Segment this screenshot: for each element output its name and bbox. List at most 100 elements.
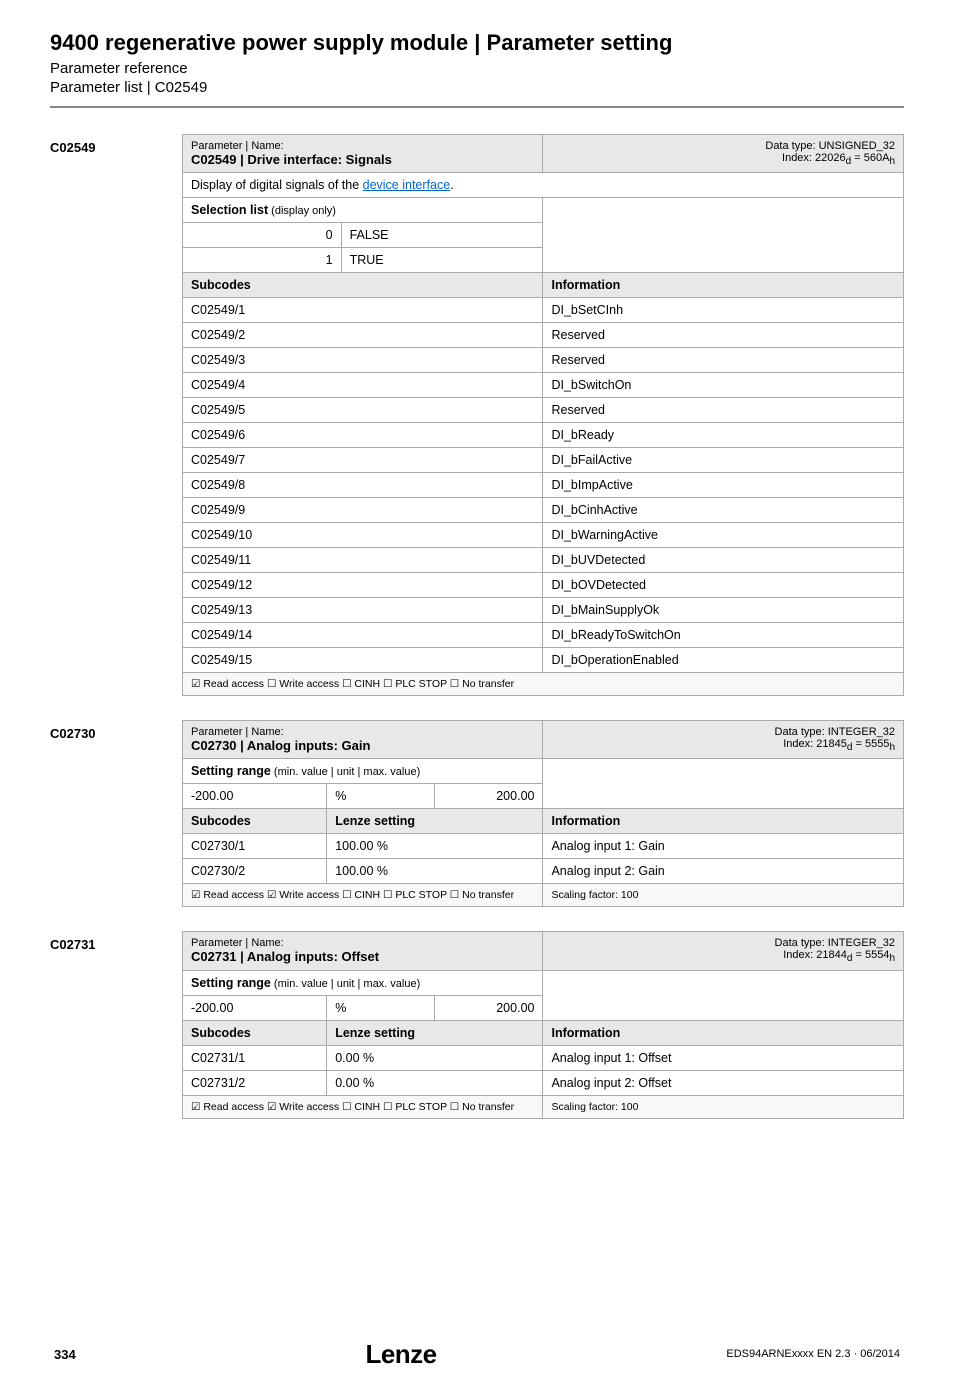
selection-value: FALSE — [341, 223, 543, 248]
info: DI_bUVDetected — [543, 548, 904, 573]
param-datatype: Data type: INTEGER_32 — [551, 726, 895, 738]
blank-cell — [543, 970, 904, 1020]
range-max: 200.00 — [435, 995, 543, 1020]
param-body: Parameter | Name: C02731 | Analog inputs… — [182, 931, 904, 1118]
range-max: 200.00 — [435, 784, 543, 809]
subcode: C02730/2 — [183, 859, 327, 884]
param-index: Index: 21844d = 5554h — [551, 949, 895, 964]
parameter-block-c02549: C02549 Parameter | Name: C02549 | Drive … — [50, 134, 904, 696]
access-flags: ☑ Read access ☐ Write access ☐ CINH ☐ PL… — [183, 673, 904, 696]
info: DI_bSwitchOn — [543, 373, 904, 398]
table-row: C02549/13DI_bMainSupplyOk — [183, 598, 904, 623]
info: Reserved — [543, 348, 904, 373]
page-subtitle-2: Parameter list | C02549 — [50, 79, 904, 96]
param-title-cell: Parameter | Name: C02730 | Analog inputs… — [183, 721, 543, 759]
info: DI_bCinhActive — [543, 498, 904, 523]
selection-key: 1 — [183, 248, 342, 273]
page-title: 9400 regenerative power supply module | … — [50, 30, 904, 56]
information-header: Information — [543, 809, 904, 834]
subcode: C02549/2 — [183, 323, 543, 348]
lenze-setting-header: Lenze setting — [327, 1020, 543, 1045]
table-row: C02549/15DI_bOperationEnabled — [183, 648, 904, 673]
info: DI_bFailActive — [543, 448, 904, 473]
param-id: C02731 — [50, 937, 96, 952]
access-flags: ☑ Read access ☑ Write access ☐ CINH ☐ PL… — [183, 1095, 543, 1118]
info: DI_bMainSupplyOk — [543, 598, 904, 623]
table-row: C02549/4DI_bSwitchOn — [183, 373, 904, 398]
information-header: Information — [543, 273, 904, 298]
lenze-setting: 100.00 % — [327, 859, 543, 884]
param-table-c02731: Parameter | Name: C02731 | Analog inputs… — [182, 931, 904, 1118]
param-description: Display of digital signals of the device… — [183, 173, 904, 198]
page-subtitle-1: Parameter reference — [50, 60, 904, 77]
subcode: C02549/13 — [183, 598, 543, 623]
param-meta-cell: Data type: UNSIGNED_32 Index: 22026d = 5… — [543, 135, 904, 173]
param-title-label: Parameter | Name: — [191, 726, 534, 738]
parameter-block-c02731: C02731 Parameter | Name: C02731 | Analog… — [50, 931, 904, 1118]
range-unit: % — [327, 784, 435, 809]
info: DI_bOperationEnabled — [543, 648, 904, 673]
selection-key: 0 — [183, 223, 342, 248]
device-interface-link[interactable]: device interface — [363, 178, 451, 192]
table-row: C02549/11DI_bUVDetected — [183, 548, 904, 573]
selection-value: TRUE — [341, 248, 543, 273]
info: Analog input 1: Gain — [543, 834, 904, 859]
lenze-setting: 0.00 % — [327, 1045, 543, 1070]
subcodes-header: Subcodes — [183, 809, 327, 834]
lenze-logo: Lenze — [365, 1339, 436, 1370]
selection-list-header: Selection list (display only) — [183, 198, 543, 223]
page-footer: 334 Lenze EDS94ARNExxxx EN 2.3 · 06/2014 — [50, 1339, 904, 1370]
blank-cell — [543, 198, 904, 273]
param-title-name: C02731 | Analog inputs: Offset — [191, 949, 534, 964]
subcode: C02730/1 — [183, 834, 327, 859]
param-id-column: C02549 — [50, 134, 182, 696]
subcode: C02731/1 — [183, 1045, 327, 1070]
subcode: C02549/15 — [183, 648, 543, 673]
subcode: C02549/14 — [183, 623, 543, 648]
scaling-factor: Scaling factor: 100 — [543, 1095, 904, 1118]
table-row: C02549/1DI_bSetCInh — [183, 298, 904, 323]
table-row: C02549/2Reserved — [183, 323, 904, 348]
param-index: Index: 21845d = 5555h — [551, 738, 895, 753]
param-datatype: Data type: INTEGER_32 — [551, 937, 895, 949]
param-body: Parameter | Name: C02730 | Analog inputs… — [182, 720, 904, 907]
table-row: C02731/20.00 %Analog input 2: Offset — [183, 1070, 904, 1095]
table-row: C02731/10.00 %Analog input 1: Offset — [183, 1045, 904, 1070]
table-row: C02730/1100.00 %Analog input 1: Gain — [183, 834, 904, 859]
info: Reserved — [543, 323, 904, 348]
table-row: C02549/10DI_bWarningActive — [183, 523, 904, 548]
param-table-c02549: Parameter | Name: C02549 | Drive interfa… — [182, 134, 904, 696]
info: Analog input 2: Offset — [543, 1070, 904, 1095]
param-body: Parameter | Name: C02549 | Drive interfa… — [182, 134, 904, 696]
subcode: C02549/8 — [183, 473, 543, 498]
info: Analog input 2: Gain — [543, 859, 904, 884]
setting-range-header: Setting range (min. value | unit | max. … — [183, 970, 543, 995]
info: Reserved — [543, 398, 904, 423]
subcode: C02731/2 — [183, 1070, 327, 1095]
range-unit: % — [327, 995, 435, 1020]
parameter-block-c02730: C02730 Parameter | Name: C02730 | Analog… — [50, 720, 904, 907]
param-id-column: C02730 — [50, 720, 182, 907]
subcode: C02549/5 — [183, 398, 543, 423]
table-row: C02549/12DI_bOVDetected — [183, 573, 904, 598]
table-row: C02549/7DI_bFailActive — [183, 448, 904, 473]
info: DI_bSetCInh — [543, 298, 904, 323]
table-row: C02549/8DI_bImpActive — [183, 473, 904, 498]
param-id: C02549 — [50, 140, 96, 155]
param-datatype: Data type: UNSIGNED_32 — [551, 140, 895, 152]
param-id-column: C02731 — [50, 931, 182, 1118]
info: Analog input 1: Offset — [543, 1045, 904, 1070]
param-title-label: Parameter | Name: — [191, 140, 534, 152]
info: DI_bWarningActive — [543, 523, 904, 548]
table-row: C02730/2100.00 %Analog input 2: Gain — [183, 859, 904, 884]
param-title-name: C02730 | Analog inputs: Gain — [191, 738, 534, 753]
param-meta-cell: Data type: INTEGER_32 Index: 21844d = 55… — [543, 932, 904, 970]
param-title-name: C02549 | Drive interface: Signals — [191, 152, 534, 167]
access-flags: ☑ Read access ☑ Write access ☐ CINH ☐ PL… — [183, 884, 543, 907]
table-row: C02549/6DI_bReady — [183, 423, 904, 448]
lenze-setting: 100.00 % — [327, 834, 543, 859]
param-table-c02730: Parameter | Name: C02730 | Analog inputs… — [182, 720, 904, 907]
subcode: C02549/1 — [183, 298, 543, 323]
lenze-setting: 0.00 % — [327, 1070, 543, 1095]
page-number: 334 — [54, 1347, 76, 1362]
